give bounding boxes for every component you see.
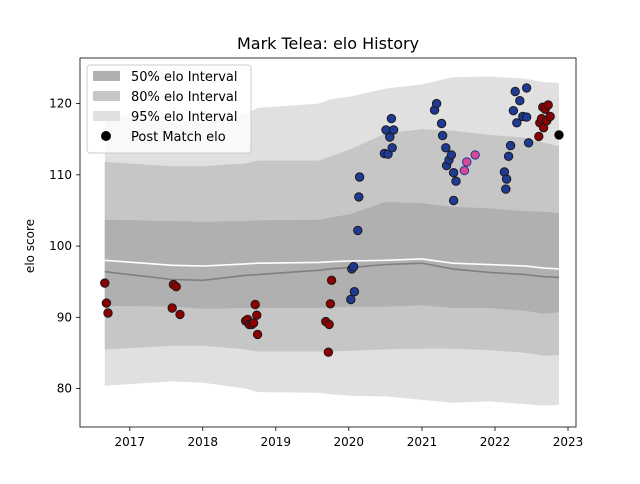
data-point	[324, 319, 334, 330]
y-tick-label: 100	[49, 239, 72, 253]
axes: 2017 2018 2019 2020 2021 2022 2023 80 90 100 110 12…	[49, 57, 584, 449]
elo-points	[100, 83, 564, 357]
data-point	[510, 86, 520, 97]
data-point	[470, 150, 480, 160]
data-point	[103, 308, 113, 318]
data-point	[441, 143, 451, 153]
data-point	[508, 106, 519, 116]
x-tick-label: 2017	[115, 435, 146, 449]
data-point	[436, 118, 447, 129]
data-point	[451, 176, 461, 186]
data-point	[501, 174, 512, 184]
data-point	[545, 111, 555, 122]
legend-marker	[101, 131, 111, 141]
legend-box	[86, 64, 252, 154]
data-point	[348, 262, 359, 272]
y-tick-label: 120	[49, 97, 72, 111]
data-point	[505, 140, 516, 151]
data-point	[252, 329, 263, 340]
data-point	[248, 318, 259, 328]
data-point	[354, 192, 364, 202]
data-point	[171, 282, 181, 292]
data-point	[446, 150, 457, 160]
data-point	[462, 157, 472, 167]
y-axis-label: elo score	[23, 219, 37, 273]
data-point	[448, 168, 459, 178]
legend-swatch	[93, 111, 120, 121]
data-point	[534, 131, 544, 142]
chart-title: Mark Telea: elo History	[237, 34, 419, 53]
x-tick-label: 2023	[553, 435, 584, 449]
data-point	[512, 118, 522, 128]
data-point	[346, 294, 356, 305]
data-point	[100, 278, 110, 288]
data-point	[521, 112, 532, 122]
data-point	[521, 83, 532, 93]
plot-frame	[79, 57, 577, 428]
legend: 50% elo Interval 80% elo Interval 95% elo …	[86, 64, 252, 154]
data-point	[325, 299, 336, 309]
data-point	[386, 113, 397, 124]
data-point	[385, 132, 395, 142]
y-tick-label: 90	[57, 310, 72, 324]
data-point	[383, 149, 393, 159]
data-point	[437, 130, 448, 141]
band-50	[104, 201, 560, 314]
data-point	[543, 100, 553, 110]
legend-label: 80% elo Interval	[131, 90, 238, 105]
data-point	[175, 309, 185, 320]
data-point	[101, 298, 112, 308]
data-point	[323, 347, 334, 357]
y-tick-label: 80	[57, 382, 72, 396]
data-point	[167, 303, 177, 313]
x-tick-label: 2020	[334, 435, 365, 449]
data-point	[515, 96, 525, 106]
data-point	[387, 143, 397, 153]
data-point	[503, 151, 514, 162]
legend-swatch	[93, 91, 120, 101]
data-point	[501, 184, 511, 194]
mean-line	[104, 258, 560, 270]
legend-label: 95% elo Interval	[131, 110, 238, 125]
legend-swatch	[93, 71, 120, 81]
data-point	[388, 125, 399, 135]
data-point	[326, 275, 337, 285]
legend-label: Post Match elo	[131, 130, 226, 145]
data-point	[448, 195, 459, 206]
data-point	[250, 299, 260, 310]
data-point	[353, 225, 363, 236]
legend-label: 50% elo Interval	[131, 70, 238, 85]
x-tick-label: 2022	[480, 435, 511, 449]
data-point	[252, 310, 262, 320]
y-tick-label: 110	[49, 168, 72, 182]
x-tick-label: 2018	[188, 435, 219, 449]
data-point	[459, 165, 470, 176]
x-tick-label: 2019	[261, 435, 292, 449]
data-point	[354, 172, 365, 182]
data-point	[523, 138, 534, 148]
x-tick-label: 2021	[407, 435, 438, 449]
data-point	[431, 98, 442, 109]
data-point	[554, 130, 564, 140]
data-point	[349, 287, 360, 297]
